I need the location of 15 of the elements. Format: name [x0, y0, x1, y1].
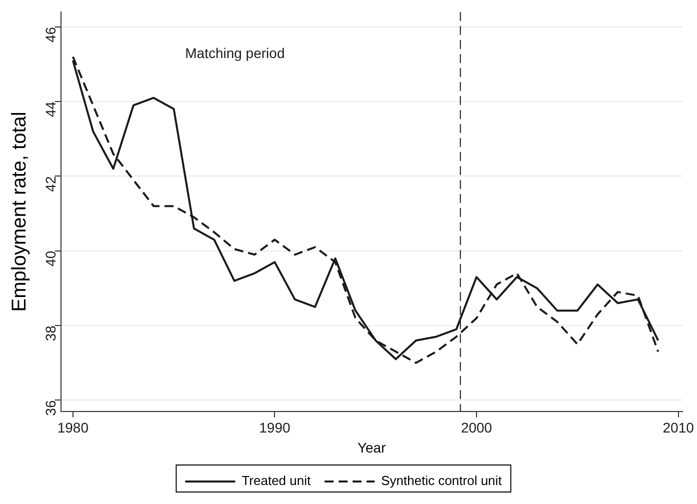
y-tick-label: 44 — [42, 101, 59, 118]
legend-label: Treated unit — [242, 473, 311, 488]
x-tick-label: 1990 — [259, 420, 290, 436]
annotation: Matching period — [185, 44, 285, 61]
y-tick-label: 40 — [42, 250, 59, 266]
y-axis-title: Employment rate, total — [8, 112, 31, 312]
y-tick-label: 42 — [42, 176, 59, 192]
legend-label: Synthetic control unit — [381, 473, 502, 488]
x-axis-title: Year — [357, 439, 386, 456]
y-tick-label: 46 — [42, 26, 59, 43]
y-tick-label: 36 — [42, 400, 59, 416]
x-tick-label: 2000 — [460, 420, 492, 436]
x-tick-label: 2010 — [662, 420, 694, 436]
y-tick-label: 38 — [42, 325, 59, 342]
x-tick-label: 1980 — [57, 420, 89, 436]
